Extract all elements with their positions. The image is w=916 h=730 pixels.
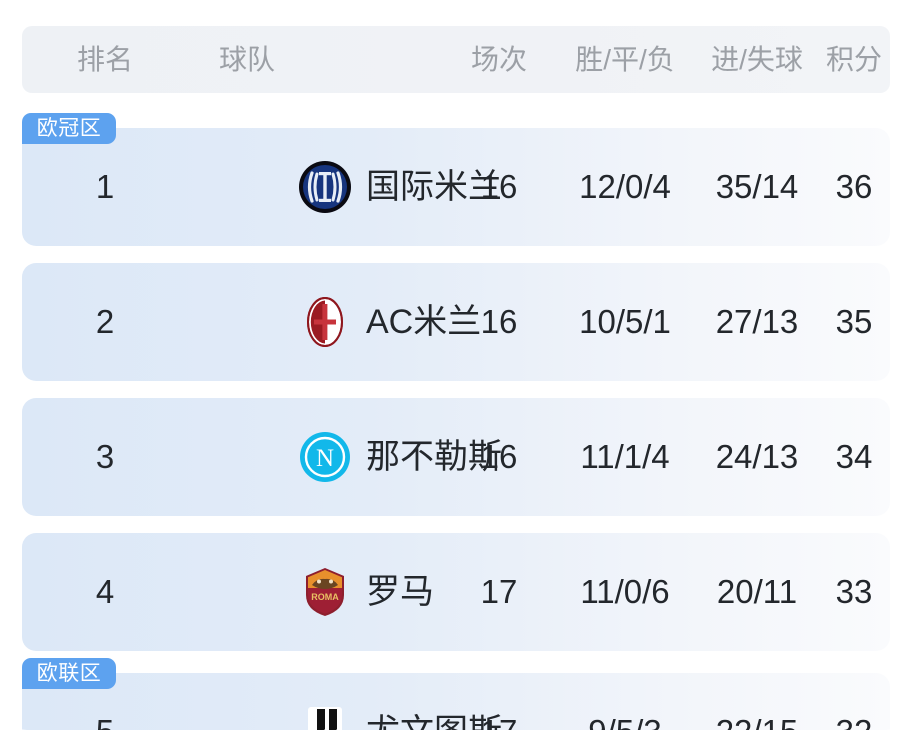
cell-rank: 2 [95,303,115,340]
cell-team: ROMA 罗马 [178,533,448,651]
svg-text:ROMA: ROMA [311,592,339,602]
cell-points: 32 [794,673,907,730]
cell-wdl: 12/0/4 [579,168,671,205]
table-header-row: 排名 球队 场次 胜/平/负 进/失球 积分 [22,26,890,93]
cell-goals: 27/13 [715,303,799,340]
column-header-wdl[interactable]: 胜/平/负 [575,44,675,75]
standings-card: 排名 球队 场次 胜/平/负 进/失球 积分 欧冠区 1 [5,0,907,730]
table-row[interactable]: 2 AC米兰 16 10/5/1 27/13 35 [22,263,890,381]
cell-team: 尤文图斯 [178,673,502,730]
cell-played: 16 [480,303,518,340]
cell-rank: 1 [95,168,115,205]
zone-badge-champions-league: 欧冠区 [22,113,116,144]
cell-wdl: 11/0/6 [580,573,670,610]
table-row[interactable]: 4 ROMA 罗马 17 11/0/6 20/11 [22,533,890,651]
inter-milan-crest-icon [298,160,352,214]
cell-goals: 20/11 [716,573,798,610]
cell-goals: 35/14 [715,168,799,205]
cell-points: 35 [835,303,873,340]
cell-played: 17 [480,573,518,610]
cell-team: N 那不勒斯 [178,398,502,516]
napoli-crest-icon: N [298,430,352,484]
cell-played: 16 [480,438,518,475]
team-name: 那不勒斯 [366,438,502,476]
team-name: 罗马 [366,573,434,611]
juventus-crest-icon [298,705,352,730]
column-header-rank[interactable]: 排名 [76,44,133,75]
ac-milan-crest-icon [298,295,352,349]
team-name: 国际米兰 [366,168,502,206]
cell-team: AC米兰 [178,263,481,381]
column-header-played[interactable]: 场次 [470,44,527,75]
table-row[interactable]: 5 尤文图斯 17 9/5/3 22/15 32 [22,673,890,730]
cell-played: 16 [480,168,518,205]
cell-rank: 4 [95,573,115,610]
cell-rank: 3 [95,438,115,475]
cell-wdl: 10/5/1 [579,303,671,340]
zone-badge-europa-league: 欧联区 [22,658,116,689]
column-header-goals[interactable]: 进/失球 [711,44,803,75]
cell-goals: 24/13 [715,438,799,475]
table-row[interactable]: 3 N 那不勒斯 16 11/1/4 24/13 34 [22,398,890,516]
column-header-points[interactable]: 积分 [825,44,882,75]
cell-wdl: 11/1/4 [580,438,670,475]
cell-points: 33 [835,573,873,610]
cell-points: 36 [835,168,873,205]
cell-team: 国际米兰 [178,128,502,246]
team-name: AC米兰 [366,303,482,341]
column-header-team[interactable]: 球队 [219,44,276,75]
roma-crest-icon: ROMA [298,565,352,619]
svg-text:N: N [316,445,334,472]
table-row[interactable]: 1 国际米兰 [22,128,890,246]
cell-points: 34 [835,438,873,475]
